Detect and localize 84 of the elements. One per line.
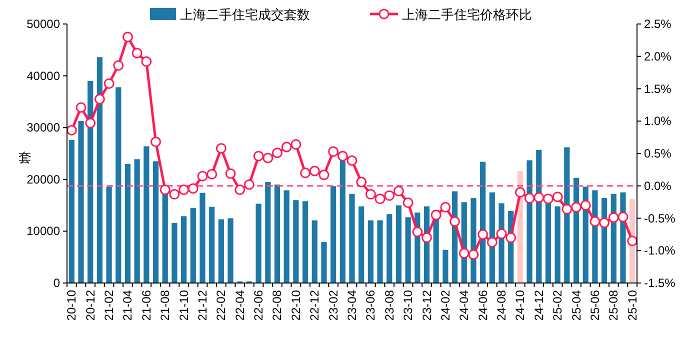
bar bbox=[330, 186, 336, 283]
x-tick-label: 21-10 bbox=[176, 290, 191, 321]
bar bbox=[284, 190, 290, 283]
x-tick-label: 23-06 bbox=[364, 290, 378, 321]
x-tick-label: 21-04 bbox=[120, 290, 135, 321]
x-tick-label: 22-12 bbox=[308, 290, 322, 321]
x-tick-label: 21-12 bbox=[195, 290, 210, 321]
y2-tick-label: -1.0% bbox=[644, 244, 676, 258]
bar bbox=[405, 217, 411, 283]
bar bbox=[200, 192, 206, 283]
bar bbox=[293, 200, 299, 283]
y-tick-label: 0 bbox=[53, 276, 60, 290]
bar bbox=[172, 222, 178, 283]
x-tick-label: 22-02 bbox=[214, 290, 228, 321]
bar bbox=[68, 140, 74, 283]
bar bbox=[442, 250, 448, 283]
bar bbox=[368, 220, 374, 283]
y-tick-label: 30000 bbox=[26, 120, 60, 135]
y2-tick-label: 1.0% bbox=[644, 114, 672, 128]
y-tick-label: 40000 bbox=[26, 68, 60, 83]
x-tick-label: 25-06 bbox=[588, 290, 602, 321]
x-tick-label: 22-06 bbox=[252, 290, 266, 321]
x-tick-label: 24-12 bbox=[532, 290, 546, 321]
bar bbox=[106, 186, 112, 283]
bar bbox=[377, 220, 383, 283]
bar bbox=[302, 201, 308, 283]
y2-tick-label: 0.5% bbox=[644, 146, 672, 160]
x-tick-label: 25-04 bbox=[569, 290, 584, 321]
x-tick-label: 20-10 bbox=[64, 290, 79, 321]
y2-tick-label: 1.5% bbox=[644, 82, 672, 96]
bar bbox=[312, 220, 318, 283]
x-tick-label: 23-12 bbox=[420, 290, 434, 321]
bar bbox=[124, 164, 131, 283]
legend-label: 上海二手住宅价格环比 bbox=[402, 7, 532, 22]
x-tick-label: 23-04 bbox=[345, 290, 359, 321]
x-tick-label: 20-12 bbox=[83, 290, 98, 321]
bar bbox=[228, 218, 234, 283]
y-axis-title: 套 bbox=[18, 150, 32, 165]
x-tick-label: 23-10 bbox=[401, 290, 416, 321]
x-tick-label: 24-08 bbox=[494, 290, 509, 321]
legend-上海二手住宅价格环比: 上海二手住宅价格环比 bbox=[370, 7, 532, 22]
y2-tick-label: 2.5% bbox=[644, 17, 672, 31]
bar bbox=[554, 206, 560, 283]
x-tick-label: 21-08 bbox=[158, 290, 172, 321]
bar bbox=[116, 87, 122, 283]
x-tick-label: 23-08 bbox=[382, 290, 396, 321]
x-tick-label: 24-04 bbox=[457, 290, 472, 321]
x-tick-label: 21-02 bbox=[102, 290, 116, 321]
bar bbox=[349, 194, 355, 283]
bar bbox=[321, 242, 327, 283]
legend-label: 上海二手住宅成交套数 bbox=[180, 7, 310, 22]
bar bbox=[358, 206, 364, 283]
x-tick-label: 25-08 bbox=[606, 290, 621, 321]
x-tick-label: 25-10 bbox=[625, 290, 640, 321]
x-tick-label: 21-06 bbox=[139, 290, 154, 321]
x-tick-label: 24-02 bbox=[438, 290, 452, 321]
x-tick-label: 24-10 bbox=[513, 290, 528, 321]
bar bbox=[265, 182, 271, 283]
bar bbox=[144, 146, 150, 283]
bar bbox=[209, 206, 215, 283]
bar bbox=[386, 214, 392, 283]
bar bbox=[134, 159, 140, 283]
x-tick-label: 25-02 bbox=[550, 290, 565, 321]
y2-tick-label: -0.5% bbox=[644, 211, 676, 226]
y-tick-label: 50000 bbox=[26, 17, 60, 31]
x-tick-label: 24-06 bbox=[476, 290, 490, 321]
bar bbox=[218, 219, 224, 283]
legend-上海二手住宅成交套数: 上海二手住宅成交套数 bbox=[150, 7, 310, 22]
y-tick-label: 10000 bbox=[26, 224, 60, 238]
y2-tick-label: 0.0% bbox=[644, 178, 672, 193]
bar bbox=[274, 184, 280, 283]
x-tick-label: 22-08 bbox=[270, 290, 284, 321]
bar bbox=[78, 120, 84, 283]
y-tick-label: 20000 bbox=[26, 172, 60, 186]
x-tick-label: 22-10 bbox=[288, 290, 303, 321]
bar bbox=[181, 216, 187, 283]
y2-tick-label: -1.5% bbox=[644, 276, 676, 290]
x-tick-label: 23-02 bbox=[326, 290, 340, 321]
bar bbox=[396, 205, 402, 283]
x-tick-label: 22-04 bbox=[232, 290, 247, 321]
bar bbox=[190, 208, 196, 283]
bar bbox=[256, 204, 262, 283]
y2-tick-label: 2.0% bbox=[644, 49, 672, 64]
bar bbox=[152, 161, 159, 283]
